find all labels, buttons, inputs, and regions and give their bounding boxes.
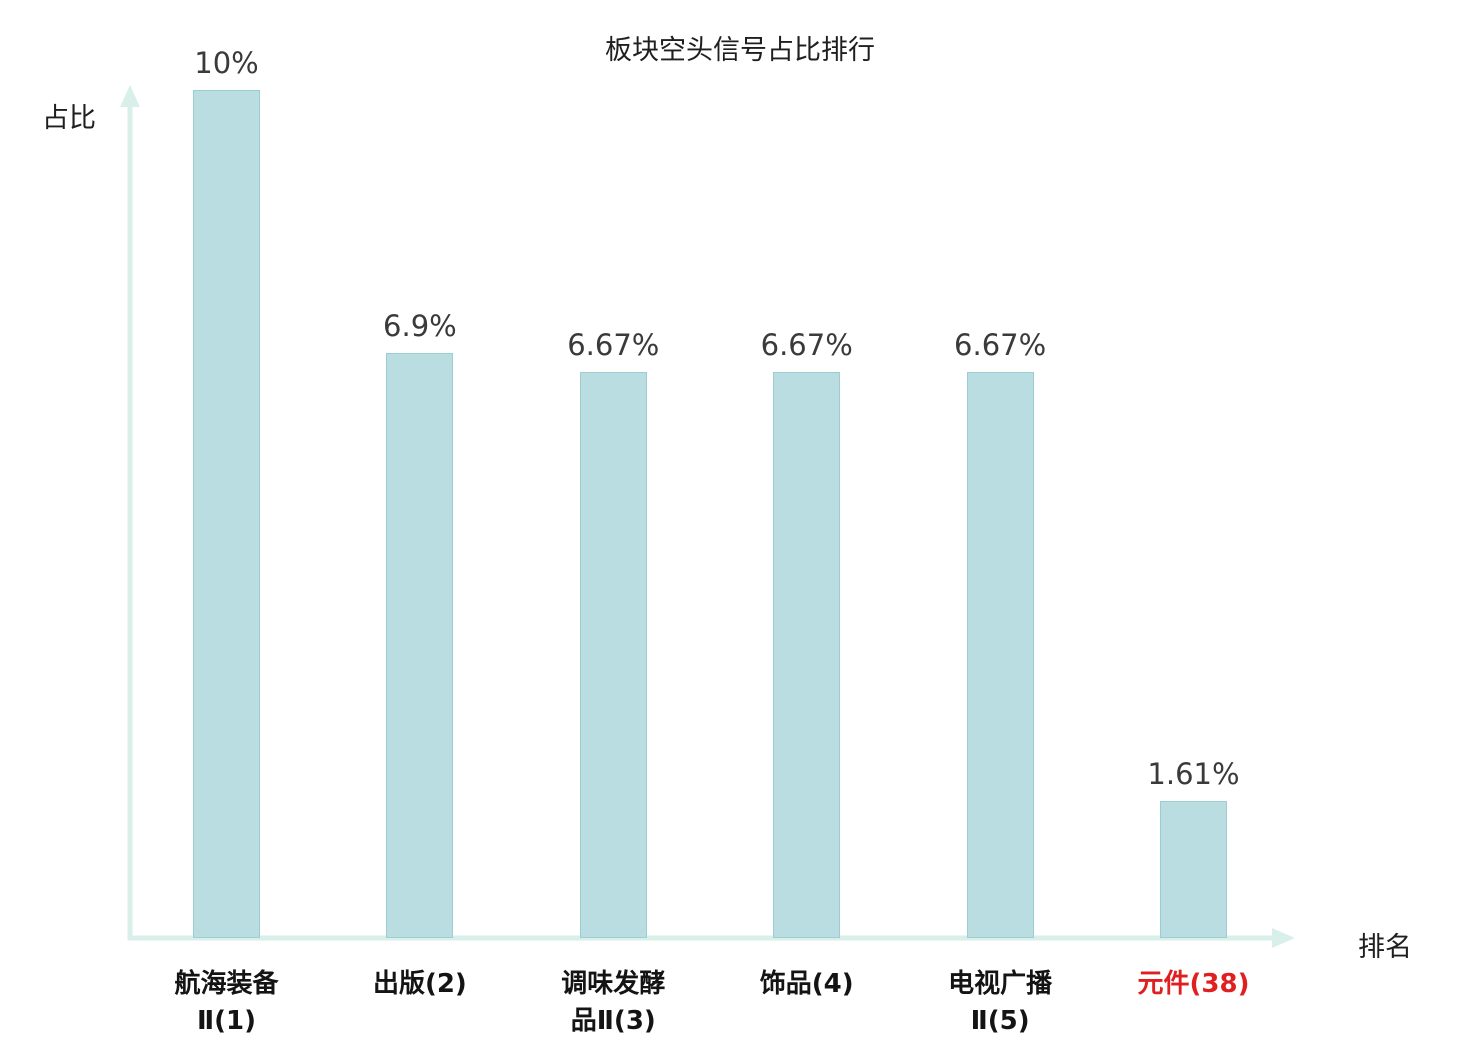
category-label-line: 出版(2) <box>372 969 467 999</box>
bar-value-label: 6.9% <box>383 308 457 343</box>
category-label: 航海装备 Ⅱ(1) <box>174 966 278 1040</box>
category-label: 饰品(4) <box>760 966 854 1003</box>
category-label: 电视广播 Ⅱ(5) <box>948 966 1052 1040</box>
category-label-line: 航海装备 <box>174 969 279 999</box>
y-axis-arrow-icon <box>120 85 140 107</box>
bar-value-label: 6.67% <box>760 328 853 363</box>
bar <box>386 352 454 938</box>
bar <box>773 372 841 938</box>
category-label-line: 调味发酵 <box>561 969 666 999</box>
category-label-line: 饰品(4) <box>759 969 854 999</box>
category-label: 出版(2) <box>373 966 467 1003</box>
category-label-line: 品Ⅱ(3) <box>570 1006 656 1036</box>
category-label: 调味发酵品Ⅱ(3) <box>561 966 665 1040</box>
bar <box>193 90 260 938</box>
bar-value-label: 6.67% <box>567 328 660 363</box>
bar-value-label: 1.61% <box>1147 757 1240 792</box>
chart-title: 板块空头信号占比排行 <box>605 35 875 66</box>
x-axis-arrow-icon <box>1272 928 1295 948</box>
bar <box>1160 801 1227 938</box>
bar-value-label: 6.67% <box>954 328 1047 363</box>
category-label-line: Ⅱ(1) <box>197 1006 256 1036</box>
category-label: 元件(38) <box>1138 966 1250 1003</box>
bar-value-label: 10% <box>194 46 259 80</box>
category-label-line: 电视广播 <box>948 969 1053 999</box>
x-axis-label: 排名 <box>1358 932 1412 963</box>
bar <box>966 372 1034 938</box>
category-label-line: Ⅱ(5) <box>970 1006 1030 1036</box>
bar <box>579 372 647 938</box>
category-label-line: 元件(38) <box>1137 969 1250 999</box>
y-axis-label: 占比 <box>42 103 96 134</box>
